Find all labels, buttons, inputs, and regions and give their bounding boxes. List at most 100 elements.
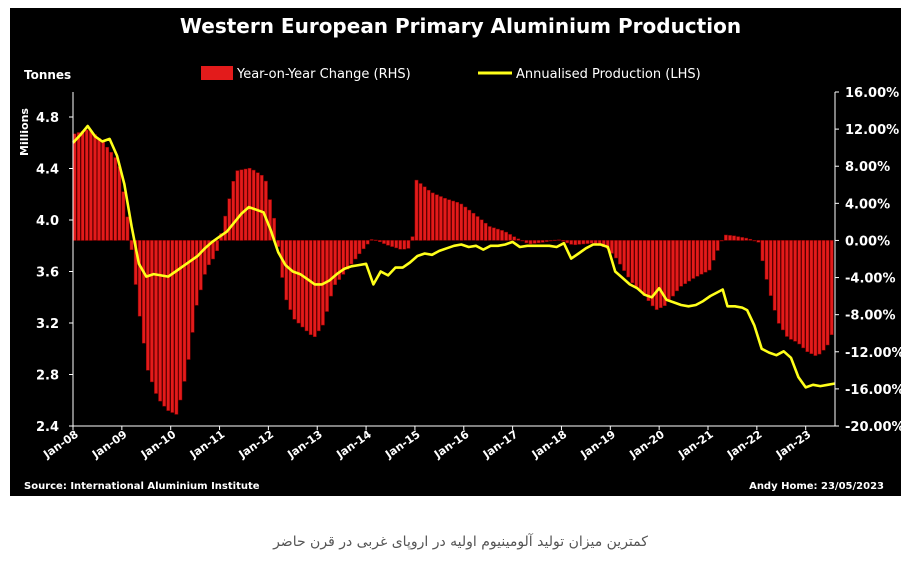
yoy-bar-119	[557, 239, 561, 241]
yoy-bar-105	[500, 230, 504, 241]
yoy-bar-99	[475, 216, 480, 241]
yoy-bar-120	[561, 240, 565, 242]
yoy-bar-96	[463, 206, 468, 241]
yoy-bar-4	[89, 130, 93, 241]
yoy-bar-52	[284, 240, 289, 301]
yoy-bar-132	[610, 240, 614, 254]
yoy-bar-83	[410, 236, 415, 241]
yoy-bar-31	[198, 240, 203, 291]
yoy-bar-94	[455, 202, 460, 241]
yoy-bar-47	[264, 180, 268, 241]
yoy-bar-56	[300, 240, 305, 328]
yoy-bar-46	[259, 175, 264, 241]
right-tick-label: -12.00%	[845, 346, 905, 361]
yoy-bar-147	[671, 240, 675, 297]
yoy-bar-162	[732, 235, 736, 241]
x-tick-label: Jan-13	[285, 428, 325, 462]
bar-series	[72, 129, 834, 415]
yoy-bar-20	[154, 240, 158, 394]
yoy-bar-179	[801, 240, 806, 349]
yoy-bar-123	[573, 240, 578, 246]
x-tick-label: Jan-23	[773, 428, 813, 462]
yoy-bar-114	[536, 240, 541, 244]
yoy-bar-14	[129, 240, 134, 250]
yoy-bar-166	[748, 238, 753, 241]
yoy-bar-124	[577, 240, 582, 245]
yoy-bar-30	[194, 240, 199, 306]
yoy-bar-74	[373, 239, 378, 241]
right-tick-label: 4.00%	[845, 197, 890, 212]
yoy-bar-80	[398, 240, 403, 250]
yoy-bar-38	[227, 198, 232, 241]
yoy-bar-174	[781, 240, 785, 331]
yoy-bar-43	[247, 167, 252, 241]
x-tick-label: Jan-17	[480, 428, 520, 462]
yoy-bar-26	[178, 240, 183, 401]
right-tick-label: -16.00%	[845, 383, 905, 398]
right-tick-label: 16.00%	[845, 86, 899, 101]
yoy-bar-2	[80, 130, 85, 241]
x-tick-label: Jan-15	[382, 428, 422, 462]
yoy-bar-41	[239, 169, 244, 241]
source-note: Source: International Aluminium Institut…	[24, 481, 260, 492]
left-tick-label: 4.8	[36, 111, 59, 126]
credit-note: Andy Home: 23/05/2023	[749, 481, 884, 492]
yoy-bar-3	[84, 129, 89, 241]
yoy-bar-159	[719, 240, 724, 242]
yoy-bar-48	[268, 199, 272, 241]
yoy-bar-168	[756, 240, 761, 243]
yoy-bar-55	[296, 240, 301, 324]
x-tick-label: Jan-18	[529, 428, 569, 462]
yoy-bar-108	[512, 236, 517, 241]
yoy-bar-29	[190, 240, 195, 333]
yoy-bar-113	[532, 240, 537, 244]
yoy-bar-180	[805, 240, 810, 352]
left-tick-label: 4.0	[36, 214, 59, 229]
yoy-bar-78	[390, 240, 394, 247]
yoy-bar-125	[581, 240, 586, 245]
yoy-bar-172	[772, 240, 777, 311]
yoy-bar-186	[829, 240, 834, 335]
yoy-bar-171	[768, 240, 773, 296]
right-tick-label: -20.00%	[845, 420, 905, 435]
yoy-bar-24	[170, 240, 175, 413]
yoy-bar-54	[292, 240, 297, 320]
right-tick-label: 0.00%	[845, 234, 890, 249]
yoy-bar-59	[312, 240, 317, 337]
yoy-bar-173	[776, 240, 781, 324]
yoy-bar-68	[349, 240, 354, 265]
yoy-bar-93	[451, 200, 456, 241]
yoy-bar-112	[528, 240, 533, 245]
yoy-bar-98	[471, 212, 476, 241]
yoy-bar-163	[736, 236, 740, 241]
yoy-bar-139	[638, 240, 643, 291]
yoy-bar-127	[589, 240, 594, 244]
line-series	[72, 124, 836, 389]
x-tick-label: Jan-10	[138, 428, 179, 462]
yoy-bar-15	[133, 240, 138, 285]
yoy-bar-42	[243, 168, 248, 241]
right-tick-label: -4.00%	[845, 272, 896, 287]
yoy-bar-146	[667, 240, 671, 302]
yoy-bar-164	[740, 237, 745, 241]
yoy-bar-85	[418, 183, 423, 241]
yoy-bar-79	[394, 240, 399, 249]
yoy-bar-100	[479, 219, 484, 241]
yoy-bar-151	[687, 240, 692, 282]
yoy-bar-175	[785, 240, 789, 337]
yoy-bar-97	[467, 209, 472, 241]
yoy-bar-116	[544, 240, 549, 242]
yoy-bar-149	[679, 240, 683, 287]
yoy-bar-111	[524, 240, 529, 244]
yoy-bar-156	[707, 240, 712, 271]
yoy-bar-10	[113, 157, 118, 241]
yoy-bar-148	[675, 240, 679, 292]
yoy-bar-144	[658, 240, 663, 308]
yoy-bar-92	[447, 199, 451, 241]
yoy-bar-5	[93, 134, 97, 241]
left-tick-label: 4.4	[36, 163, 59, 178]
yoy-bar-142	[650, 240, 655, 307]
yoy-bar-17	[141, 240, 146, 344]
yoy-bar-72	[365, 240, 370, 245]
